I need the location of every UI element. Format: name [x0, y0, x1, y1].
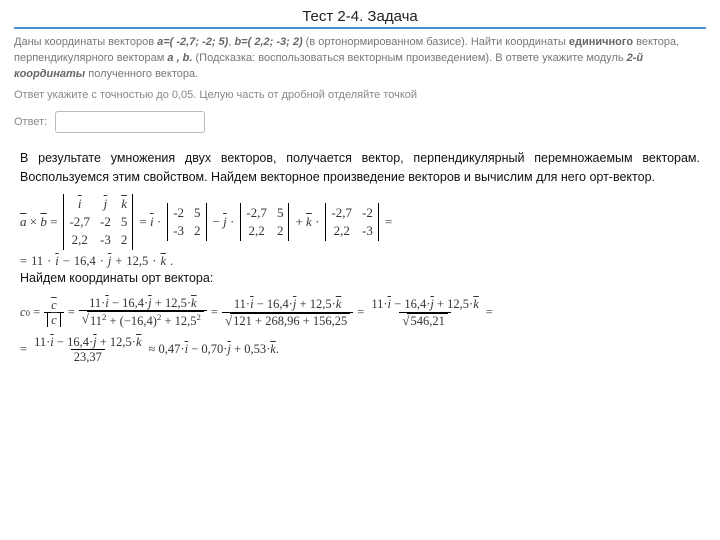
- determinant-3x3: ijk -2,7-25 2,2-32: [63, 194, 133, 250]
- minor-k: -2,7-2 2,2-3: [325, 203, 378, 241]
- cross-product-expansion: a × b = ijk -2,7-25 2,2-32 = i · -25 -32…: [20, 194, 700, 250]
- answer-input[interactable]: [55, 111, 205, 133]
- cross-product-result: = 11·i − 16,4·j + 12,5·k.: [20, 254, 700, 269]
- answer-label: Ответ:: [14, 116, 47, 128]
- solution-paragraph-2: Найдем координаты орт вектора:: [20, 269, 700, 288]
- answer-row: Ответ:: [14, 111, 706, 133]
- page-title: Тест 2-4. Задача: [14, 8, 706, 25]
- answer-instruction: Ответ укажите с точностью до 0,05. Целую…: [14, 89, 706, 101]
- solution-paragraph-1: В результате умножения двух векторов, по…: [20, 149, 700, 187]
- title-rule: [14, 27, 706, 29]
- minor-i: -25 -32: [167, 203, 206, 241]
- problem-statement: Даны координаты векторов a=( -2,7; -2; 5…: [14, 35, 706, 83]
- unit-vector-line-2: = 11·i − 16,4·j + 12,5·k 23,37 ≈ 0,47·i …: [20, 335, 700, 365]
- unit-vector-line-1: c0 = c c = 11·i − 16,4·j + 12,5·k 112 + …: [20, 296, 700, 329]
- minor-j: -2,75 2,22: [240, 203, 289, 241]
